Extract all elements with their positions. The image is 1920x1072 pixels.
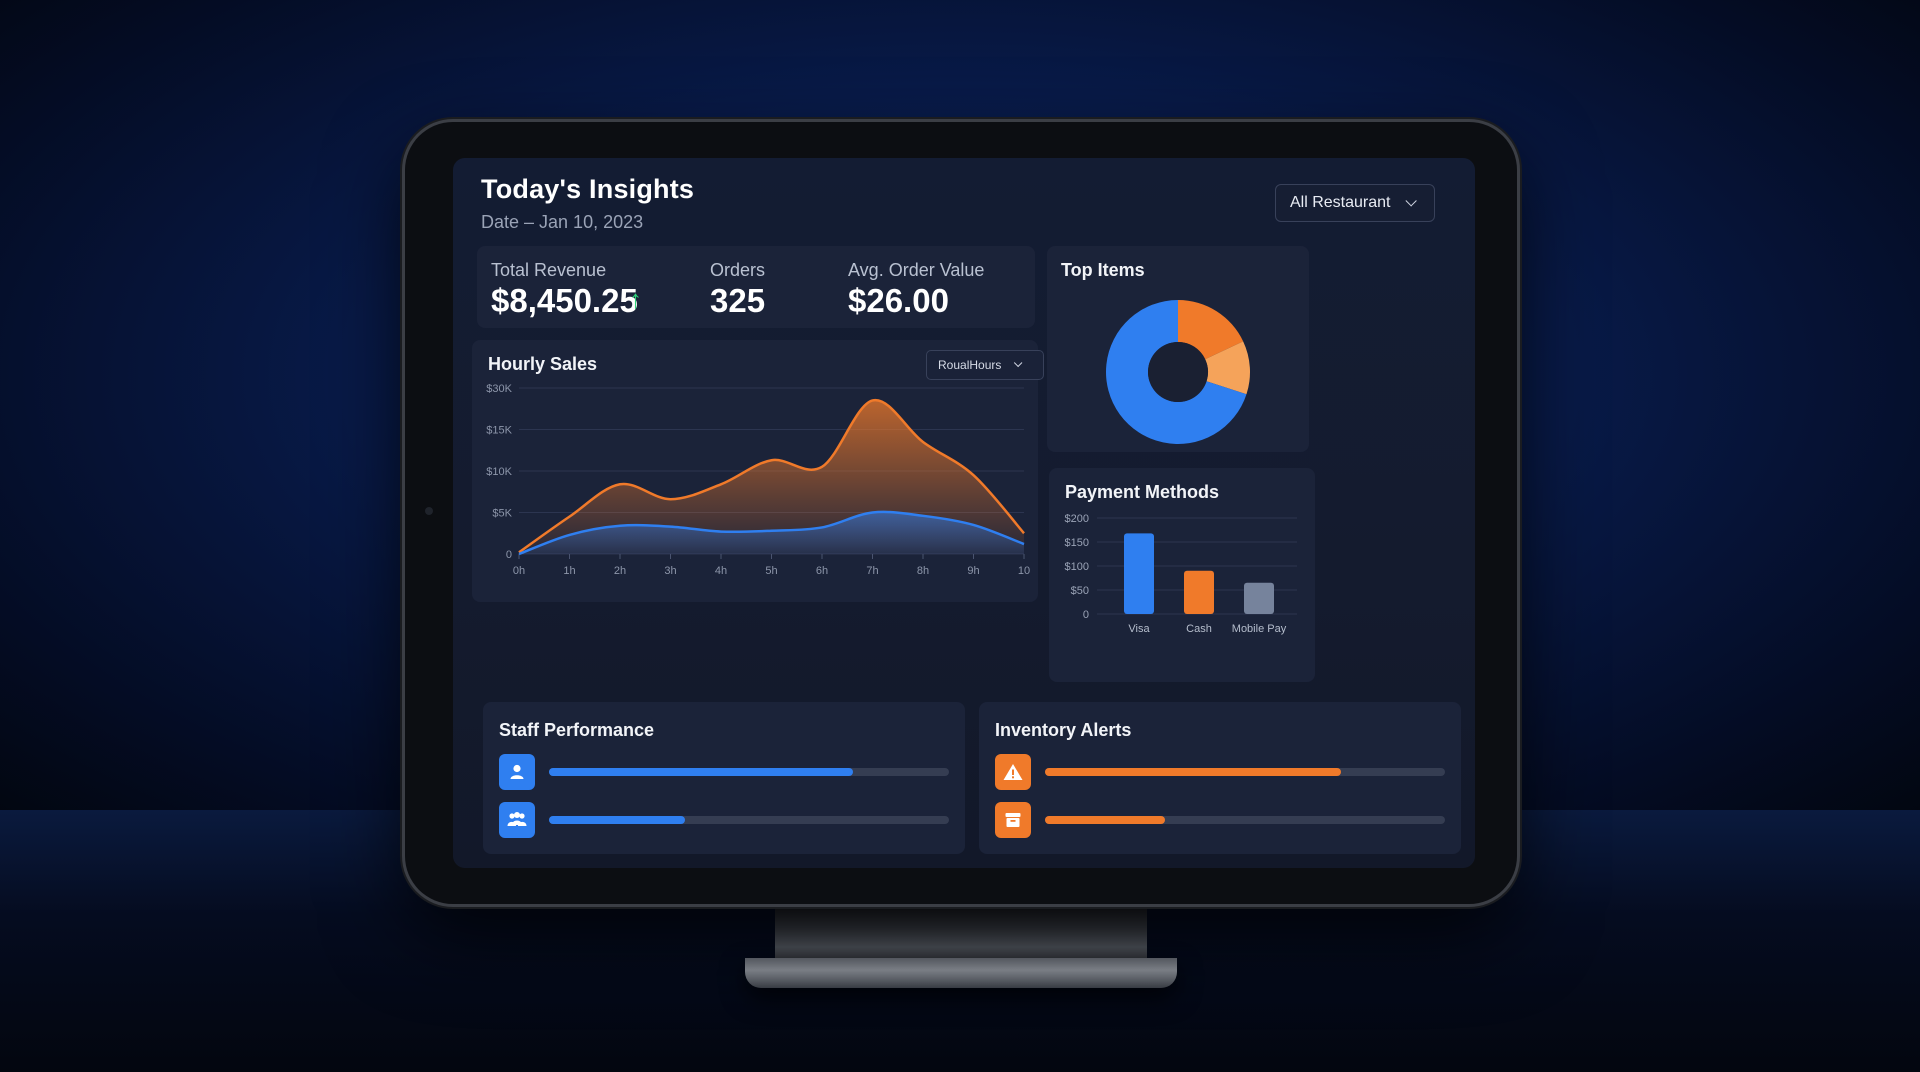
x-tick-label: 8h: [917, 565, 929, 577]
total-revenue-value: $8,450.25: [491, 282, 638, 319]
payment-methods-bar-chart: 0 $50 $100 $150 $200 Visa Cash Mobile Pay: [1065, 513, 1297, 635]
box-icon: [995, 802, 1031, 838]
y-tick-label: $10K: [486, 466, 512, 478]
inventory-progress-bar-1: [1045, 768, 1445, 776]
inventory-alerts-title: Inventory Alerts: [995, 720, 1132, 740]
donut-slice-2: [1178, 300, 1244, 360]
trend-up-icon: ↑: [629, 284, 642, 314]
bar-cash: [1184, 570, 1214, 614]
series-line-2: [518, 510, 1025, 556]
inventory-progress-fill-1: [1045, 768, 1341, 776]
payment-methods-card: Payment Methods 0 $50 $100 $150 $200 Visa Cash…: [1049, 468, 1315, 682]
staff-performance-card: Staff Performance: [483, 702, 965, 854]
group-icon: [499, 802, 535, 838]
chevron-down-icon: [1404, 195, 1417, 207]
staff-progress-bar-1: [549, 768, 949, 776]
y-tick-label: $100: [1065, 561, 1089, 573]
dashboard-screen: Today's Insights Date – Jan 10, 2023 All…: [453, 158, 1475, 868]
tablet-stand-base: [745, 958, 1177, 988]
x-tick-label: Visa: [1128, 623, 1150, 635]
inventory-progress-bar-2: [1045, 816, 1445, 824]
y-tick-label: $30K: [486, 383, 512, 395]
hourly-sales-title: Hourly Sales: [488, 354, 598, 374]
x-tick-label: 1h: [563, 565, 575, 577]
series-area-2: [519, 511, 1024, 554]
staff-progress-fill-2: [549, 816, 685, 824]
x-tick-label: Cash: [1186, 623, 1212, 635]
orders-label: Orders: [710, 260, 766, 280]
total-revenue-label: Total Revenue: [491, 260, 607, 280]
y-tick-label: $15K: [486, 425, 512, 437]
y-tick-label: $200: [1065, 513, 1089, 525]
top-items-card: Top Items: [1047, 246, 1309, 452]
hours-filter-dropdown[interactable]: RoualHours: [926, 350, 1044, 380]
y-tick-label: $150: [1065, 537, 1089, 549]
x-tick-label: 0h: [513, 565, 525, 577]
inventory-progress-fill-2: [1045, 816, 1165, 824]
x-tick-label: 7h: [866, 565, 878, 577]
x-tick-label: 3h: [664, 565, 676, 577]
staff-performance-title: Staff Performance: [499, 720, 655, 740]
y-tick-label: 0: [1083, 609, 1089, 621]
avg-order-value: $26.00: [848, 282, 949, 319]
x-tick-label: Mobile Pay: [1232, 623, 1287, 635]
tablet-stand: [775, 905, 1147, 965]
inventory-alerts-card: Inventory Alerts: [979, 702, 1461, 854]
y-tick-label: 0: [506, 549, 512, 561]
staff-progress-bar-2: [549, 816, 949, 824]
hourly-sales-chart: 0 $5K $10K $15K $30K 0h 1h 2h 3h 4h 5h 6h 7h 8h 9h 10: [486, 383, 1030, 577]
series-line-1: [518, 399, 1025, 554]
restaurant-filter-label: All Restaurant: [1290, 194, 1391, 211]
donut-hole: [1148, 342, 1208, 402]
top-items-title: Top Items: [1061, 260, 1145, 280]
tablet-device: Today's Insights Date – Jan 10, 2023 All…: [405, 122, 1517, 904]
bar-visa: [1124, 533, 1154, 614]
x-tick-label: 9h: [967, 565, 979, 577]
x-tick-label: 4h: [715, 565, 727, 577]
hours-filter-label: RoualHours: [938, 358, 1002, 372]
x-tick-label: 2h: [614, 565, 626, 577]
top-items-donut-chart: [1106, 300, 1250, 444]
donut-slice-1: [1106, 300, 1247, 444]
restaurant-filter-dropdown[interactable]: All Restaurant: [1275, 184, 1435, 222]
camera-dot: [425, 507, 433, 515]
bar-mobile-pay: [1244, 582, 1274, 614]
y-tick-label: $5K: [492, 508, 512, 520]
stats-card: Total Revenue $8,450.25 ↑ Orders 325 Avg…: [477, 246, 1035, 328]
payment-methods-title: Payment Methods: [1065, 482, 1220, 502]
x-tick-label: 6h: [816, 565, 828, 577]
donut-slice-3: [1205, 341, 1250, 395]
page-title: Today's Insights: [481, 174, 695, 204]
person-icon: [499, 754, 535, 790]
hourly-sales-card: Hourly Sales RoualHours 0 $5K $10K $15K $30K…: [472, 340, 1044, 602]
x-tick-label: 5h: [765, 565, 777, 577]
x-tick-label: 10: [1018, 565, 1030, 577]
orders-value: 325: [710, 282, 766, 319]
warning-icon: [995, 754, 1031, 790]
y-tick-label: $50: [1071, 585, 1089, 597]
avg-order-label: Avg. Order Value: [848, 260, 985, 280]
staff-progress-fill-1: [549, 768, 853, 776]
page-date: Date – Jan 10, 2023: [481, 212, 644, 232]
